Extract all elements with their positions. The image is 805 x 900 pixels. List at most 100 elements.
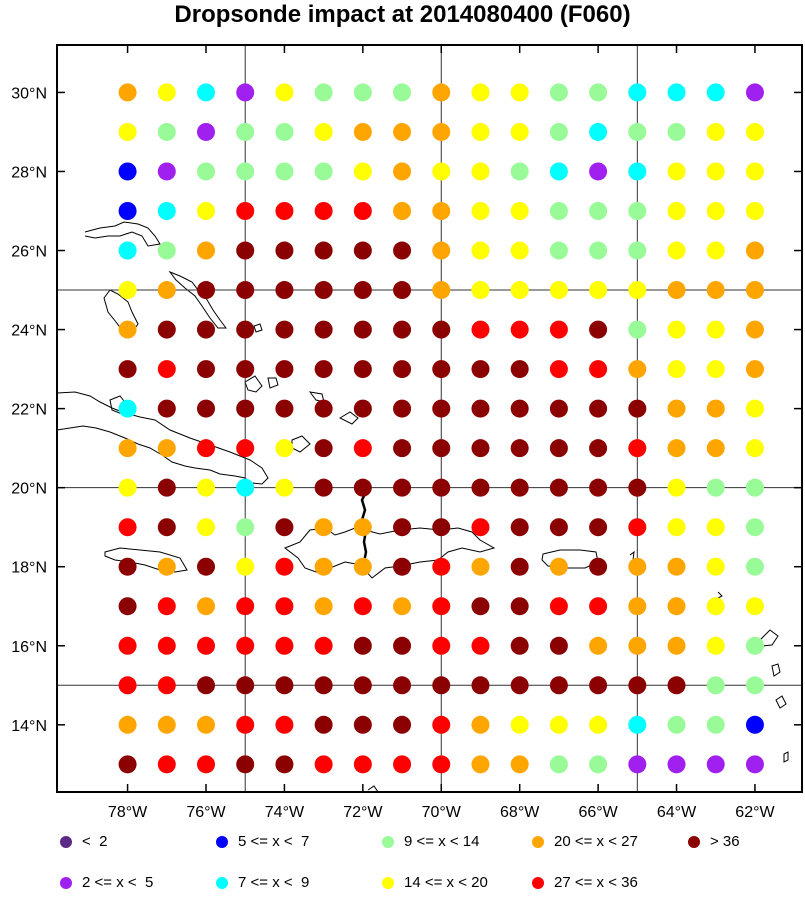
impact-point xyxy=(667,202,686,220)
impact-point xyxy=(667,676,686,695)
impact-point xyxy=(432,202,451,220)
impact-point xyxy=(589,715,608,734)
impact-point xyxy=(471,439,490,458)
impact-point xyxy=(236,755,255,774)
impact-point xyxy=(157,755,176,774)
impact-point xyxy=(157,83,176,102)
impact-point xyxy=(471,715,490,734)
impact-point xyxy=(432,597,451,616)
lon-label: 66°W xyxy=(578,804,618,821)
impact-point xyxy=(118,360,137,379)
impact-point xyxy=(393,399,412,418)
lon-label: 76°W xyxy=(186,804,226,821)
impact-point xyxy=(393,557,412,576)
impact-point xyxy=(275,241,294,260)
impact-point xyxy=(471,636,490,655)
map-plot: 78°W 76°W 74°W 72°W 70°W 68°W 66°W 64°W 62°W 14°… xyxy=(11,44,803,821)
impact-point xyxy=(353,241,372,260)
impact-point xyxy=(589,360,608,379)
lat-label: 20°N xyxy=(11,481,47,498)
impact-point xyxy=(393,83,412,102)
coastline-segment xyxy=(717,591,723,599)
impact-point xyxy=(510,399,529,418)
impact-point xyxy=(393,122,412,141)
impact-point xyxy=(118,320,137,339)
impact-point xyxy=(353,360,372,379)
impact-point xyxy=(745,83,764,102)
impact-point xyxy=(471,557,490,576)
impact-point xyxy=(589,478,608,497)
impact-point xyxy=(549,439,568,458)
impact-point xyxy=(432,281,451,300)
impact-point xyxy=(314,202,333,220)
impact-point xyxy=(314,162,333,181)
impact-point xyxy=(314,676,333,695)
impact-point xyxy=(667,241,686,260)
impact-point xyxy=(236,399,255,418)
impact-point xyxy=(236,281,255,300)
impact-point xyxy=(589,202,608,220)
impact-point xyxy=(745,478,764,497)
legend-dot xyxy=(216,836,228,848)
impact-point xyxy=(628,676,647,695)
impact-point xyxy=(667,557,686,576)
impact-point xyxy=(745,518,764,537)
impact-point xyxy=(314,83,333,102)
impact-point xyxy=(510,202,529,220)
impact-point xyxy=(706,281,725,300)
impact-point xyxy=(706,162,725,181)
impact-point xyxy=(353,715,372,734)
impact-point xyxy=(118,399,137,418)
legend-item: 2 <= x < 5 xyxy=(60,873,153,893)
impact-point xyxy=(432,518,451,537)
impact-point xyxy=(393,676,412,695)
impact-point xyxy=(393,162,412,181)
impact-point xyxy=(118,715,137,734)
impact-point xyxy=(197,399,215,418)
impact-point xyxy=(628,597,647,616)
impact-point xyxy=(353,597,372,616)
impact-point xyxy=(706,755,725,774)
impact-point xyxy=(353,478,372,497)
impact-point xyxy=(549,557,568,576)
impact-point xyxy=(393,202,412,220)
impact-point xyxy=(589,320,608,339)
impact-point xyxy=(549,715,568,734)
impact-point xyxy=(471,281,490,300)
impact-point xyxy=(353,399,372,418)
impact-point xyxy=(667,636,686,655)
legend-label: 7 <= x < 9 xyxy=(238,874,310,891)
impact-point xyxy=(118,241,137,260)
impact-point xyxy=(275,676,294,695)
axis-ticks xyxy=(57,45,802,792)
lon-label: 64°W xyxy=(657,804,697,821)
impact-point xyxy=(432,557,451,576)
impact-point xyxy=(314,241,333,260)
impact-point xyxy=(667,122,686,141)
impact-point xyxy=(197,557,215,576)
legend-item: > 36 xyxy=(688,832,740,852)
impact-point xyxy=(628,636,647,655)
impact-point xyxy=(745,320,764,339)
impact-point xyxy=(118,636,137,655)
impact-point xyxy=(510,676,529,695)
coastline-segment xyxy=(367,785,379,793)
impact-point xyxy=(393,320,412,339)
impact-point xyxy=(510,281,529,300)
impact-point xyxy=(510,755,529,774)
impact-point xyxy=(157,478,176,497)
impact-point xyxy=(236,478,255,497)
impact-point xyxy=(549,755,568,774)
legend-label: 27 <= x < 36 xyxy=(554,874,638,891)
impact-point xyxy=(314,518,333,537)
impact-point xyxy=(667,518,686,537)
impact-point xyxy=(745,202,764,220)
impact-point xyxy=(510,320,529,339)
impact-point xyxy=(236,636,255,655)
impact-point xyxy=(549,281,568,300)
impact-point xyxy=(628,83,647,102)
impact-point xyxy=(667,399,686,418)
lat-label: 26°N xyxy=(11,244,47,261)
impact-point xyxy=(275,755,294,774)
coastline-segment xyxy=(283,527,496,579)
